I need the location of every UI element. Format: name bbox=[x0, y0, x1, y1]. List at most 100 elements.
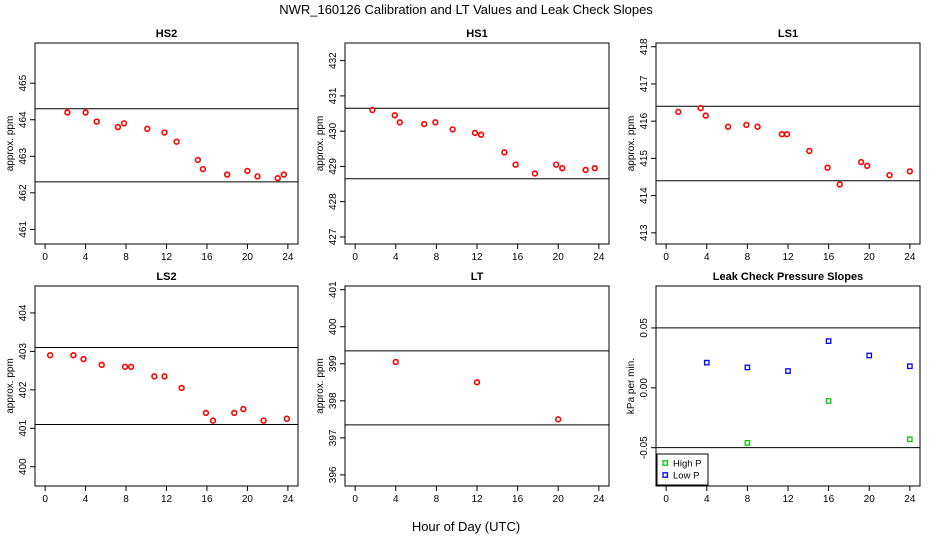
y-tick-label: 398 bbox=[328, 392, 339, 409]
data-point bbox=[274, 175, 281, 182]
panel-title: LS1 bbox=[778, 28, 798, 40]
data-point bbox=[244, 167, 251, 175]
data-point bbox=[559, 164, 566, 172]
data-point bbox=[531, 170, 539, 177]
figure-title: NWR_160126 Calibration and LT Values and… bbox=[279, 2, 653, 17]
data-point bbox=[886, 171, 893, 179]
x-tick-label: 16 bbox=[512, 494, 524, 505]
y-tick-label: 402 bbox=[18, 381, 29, 398]
data-point bbox=[202, 409, 210, 417]
panel-title: LS2 bbox=[156, 271, 176, 283]
y-tick-label: 396 bbox=[328, 466, 339, 483]
y-tick-label: 401 bbox=[328, 281, 339, 298]
data-point bbox=[121, 363, 129, 370]
data-point bbox=[391, 112, 398, 119]
legend-marker bbox=[662, 472, 669, 478]
figure-x-axis-label: Hour of Day (UTC) bbox=[412, 519, 520, 534]
x-tick-label: 16 bbox=[823, 494, 835, 505]
x-tick-label: 4 bbox=[393, 252, 399, 263]
y-tick-label: 400 bbox=[328, 318, 339, 335]
data-point bbox=[744, 440, 751, 446]
data-point bbox=[93, 118, 100, 125]
data-point bbox=[744, 364, 751, 371]
x-tick-label: 20 bbox=[864, 494, 876, 505]
data-point bbox=[396, 119, 404, 126]
y-tick-label: 461 bbox=[18, 221, 29, 238]
data-point bbox=[260, 417, 267, 424]
x-tick-label: 20 bbox=[553, 494, 565, 505]
legend-label: High P bbox=[673, 459, 702, 470]
data-point bbox=[906, 436, 913, 443]
x-tick-label: 4 bbox=[83, 252, 89, 263]
data-point bbox=[369, 106, 376, 114]
x-tick-label: 0 bbox=[352, 494, 358, 505]
panel-title: Leak Check Pressure Slopes bbox=[713, 271, 863, 283]
data-point bbox=[552, 161, 560, 168]
data-point bbox=[223, 171, 231, 178]
x-tick-label: 24 bbox=[282, 252, 294, 263]
legend-box bbox=[656, 453, 709, 486]
y-tick-label: 418 bbox=[639, 38, 650, 55]
data-point bbox=[783, 130, 791, 138]
data-point bbox=[824, 164, 831, 171]
panel-title: HS2 bbox=[156, 28, 177, 40]
x-tick-label: 24 bbox=[904, 494, 916, 505]
y-tick-label: 397 bbox=[328, 429, 339, 446]
data-point bbox=[836, 181, 843, 188]
data-point bbox=[743, 121, 750, 129]
chart-panel-6: Leak Check Pressure Slopes 0 4 8 12 16 20 24 -0.… bbox=[626, 271, 921, 505]
data-point bbox=[473, 379, 481, 386]
data-point bbox=[231, 409, 238, 417]
x-tick-label: 12 bbox=[161, 494, 173, 505]
data-point bbox=[703, 359, 710, 366]
x-tick-label: 16 bbox=[201, 494, 213, 505]
y-tick-label: 463 bbox=[18, 148, 29, 165]
data-point bbox=[724, 123, 732, 130]
y-tick-label: -0.05 bbox=[639, 436, 650, 459]
data-point bbox=[471, 129, 479, 137]
x-tick-label: 4 bbox=[704, 252, 710, 263]
data-point bbox=[46, 352, 54, 359]
y-tick-label: 416 bbox=[639, 112, 650, 129]
data-point bbox=[421, 120, 428, 128]
data-point bbox=[64, 109, 71, 116]
y-tick-label: 464 bbox=[18, 111, 29, 128]
y-tick-label: 465 bbox=[18, 74, 29, 91]
data-point bbox=[80, 355, 87, 363]
x-tick-label: 20 bbox=[242, 494, 254, 505]
data-point bbox=[785, 368, 791, 374]
data-point bbox=[283, 415, 291, 422]
data-point bbox=[806, 147, 813, 155]
data-point bbox=[173, 138, 180, 145]
y-tick-label: 428 bbox=[328, 193, 339, 210]
y-tick-label: 403 bbox=[18, 343, 29, 360]
data-point bbox=[178, 384, 185, 392]
data-point bbox=[240, 405, 247, 413]
x-tick-label: 8 bbox=[434, 252, 440, 263]
x-tick-label: 0 bbox=[42, 494, 48, 505]
x-tick-label: 24 bbox=[593, 494, 605, 505]
data-point bbox=[449, 126, 456, 133]
panel-title: HS1 bbox=[466, 28, 487, 40]
data-point bbox=[477, 131, 485, 138]
chart-panel-1: HS2 0 4 8 12 16 20 24 461 462 463 464 465 approx. ppm bbox=[5, 28, 299, 263]
data-point bbox=[501, 149, 508, 156]
data-point bbox=[825, 398, 832, 404]
data-point bbox=[675, 108, 682, 116]
data-point bbox=[280, 171, 288, 178]
y-axis-label: approx. ppm bbox=[315, 116, 326, 172]
x-tick-label: 16 bbox=[512, 252, 524, 263]
data-point bbox=[432, 119, 439, 126]
y-axis-label: approx. ppm bbox=[5, 116, 16, 172]
data-point bbox=[392, 358, 399, 366]
data-point bbox=[754, 123, 761, 130]
x-tick-label: 0 bbox=[352, 252, 358, 263]
x-tick-label: 0 bbox=[663, 494, 669, 505]
y-tick-label: 399 bbox=[328, 355, 339, 372]
x-tick-label: 8 bbox=[745, 494, 751, 505]
data-point bbox=[825, 338, 832, 344]
chart-panel-5: LT 0 4 8 12 16 20 24 396 397 398 399 400 401 approx. p… bbox=[315, 271, 610, 505]
data-point bbox=[194, 156, 202, 164]
